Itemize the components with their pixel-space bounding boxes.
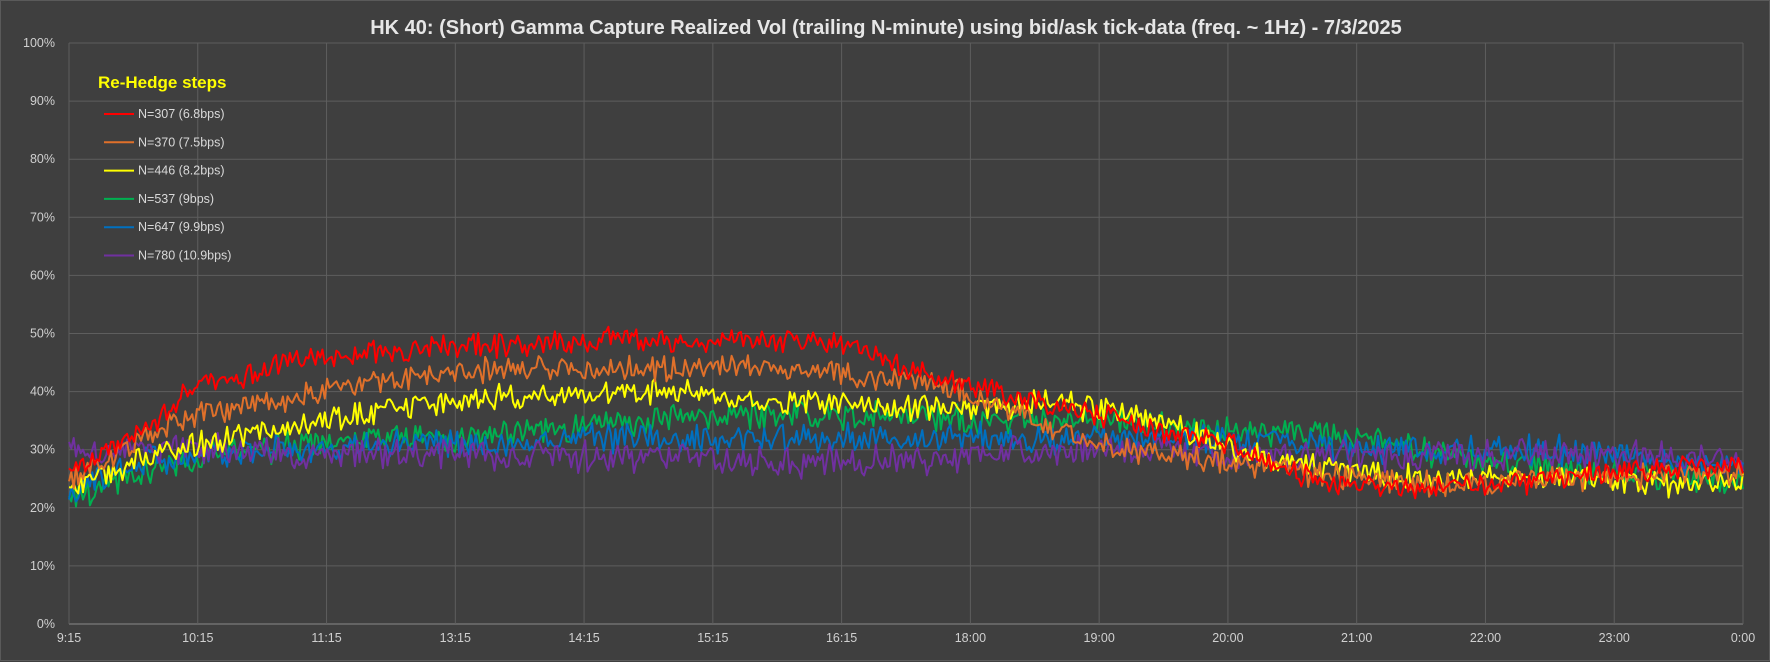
x-tick-label: 14:15 — [568, 631, 599, 645]
legend-entry: N=780 (10.9bps) — [138, 249, 231, 263]
x-tick-label: 20:00 — [1212, 631, 1243, 645]
legend-entry: N=370 (7.5bps) — [138, 135, 225, 149]
x-tick-label: 0:00 — [1731, 631, 1755, 645]
x-tick-label: 16:15 — [826, 631, 857, 645]
series-line — [68, 377, 1744, 499]
legend-entry: N=647 (9.9bps) — [138, 220, 225, 234]
x-tick-label: 19:00 — [1084, 631, 1115, 645]
x-tick-label: 21:00 — [1341, 631, 1372, 645]
y-tick-label: 0% — [37, 617, 55, 631]
x-tick-label: 22:00 — [1470, 631, 1501, 645]
series-line — [68, 431, 1744, 480]
y-tick-label: 80% — [30, 152, 55, 166]
y-tick-label: 30% — [30, 443, 55, 457]
grid-layer — [68, 42, 1744, 625]
y-tick-label: 20% — [30, 501, 55, 515]
x-tick-label: 18:00 — [955, 631, 986, 645]
x-tick-label: 11:15 — [311, 631, 341, 645]
x-tick-label: 9:15 — [57, 631, 81, 645]
legend-entry: N=446 (8.2bps) — [138, 164, 225, 178]
x-tick-label: 23:00 — [1599, 631, 1630, 645]
y-tick-label: 50% — [30, 327, 55, 341]
axis-layer: 0% 10% 20% 30% 40% 50% 60% 70% 80% 90% 100% 9:15 10:… — [23, 36, 1755, 645]
series-line — [68, 325, 1744, 500]
y-tick-label: 70% — [30, 210, 55, 224]
legend-entry: N=537 (9bps) — [138, 192, 214, 206]
series-layer — [68, 325, 1744, 508]
legend-entry: N=307 (6.8bps) — [138, 107, 225, 121]
x-tick-label: 15:15 — [697, 631, 728, 645]
series-line — [68, 354, 1744, 498]
chart-title: HK 40: (Short) Gamma Capture Realized Vo… — [370, 17, 1402, 39]
y-tick-label: 60% — [30, 268, 55, 282]
x-tick-label: 10:15 — [182, 631, 213, 645]
y-tick-label: 100% — [23, 36, 55, 50]
y-tick-label: 10% — [30, 559, 55, 573]
x-tick-label: 13:15 — [440, 631, 471, 645]
legend: Re-Hedge steps N=307 (6.8bps) N=370 (7.5b… — [98, 73, 231, 263]
y-tick-label: 40% — [30, 385, 55, 399]
y-tick-label: 90% — [30, 94, 55, 108]
legend-title: Re-Hedge steps — [98, 73, 226, 92]
